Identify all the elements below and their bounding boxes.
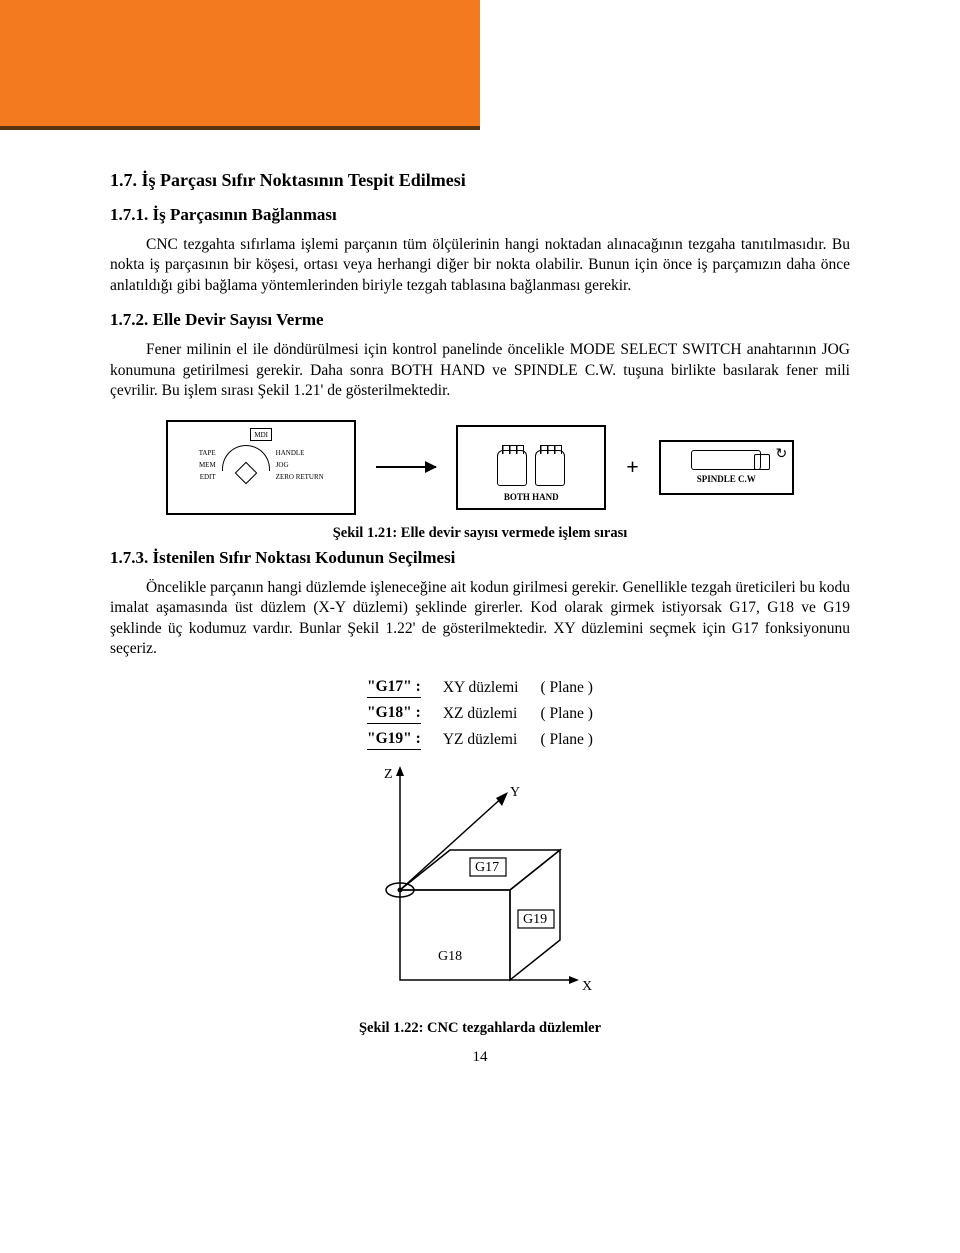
- hand-icon: [497, 450, 527, 486]
- label-zero: ZERO RETURN: [276, 473, 324, 481]
- para-1-7-2: Fener milinin el ile döndürülmesi için k…: [110, 340, 850, 401]
- table-row: "G18" : XZ düzlemi ( Plane ): [357, 702, 603, 726]
- cw-arrow-icon: ↻: [776, 446, 788, 463]
- para-1-7-3: Öncelikle parçanın hangi düzlemde işlene…: [110, 578, 850, 660]
- mdi-box: MDI: [250, 428, 272, 441]
- note-cell: ( Plane ): [530, 702, 603, 726]
- figure-1-22-caption: Şekil 1.22: CNC tezgahlarda düzlemler: [110, 1020, 850, 1037]
- label-jog: JOG: [276, 461, 289, 469]
- gcode-cell: "G18" :: [367, 704, 421, 724]
- heading-1-7-3: 1.7.3. İstenilen Sıfır Noktası Kodunun S…: [110, 548, 850, 568]
- both-hand-panel: BOTH HAND: [456, 425, 606, 510]
- g18-label: G18: [438, 949, 462, 964]
- heading-1-7-1: 1.7.1. İş Parçasının Bağlanması: [110, 205, 850, 225]
- spindle-panel: ↻ SPINDLE C.W: [659, 440, 794, 495]
- arrow-right-icon: [376, 466, 436, 468]
- label-handle: HANDLE: [276, 449, 305, 457]
- page-number: 14: [110, 1049, 850, 1066]
- g19-label: G19: [523, 912, 547, 927]
- axis-z-label: Z: [384, 767, 393, 782]
- mdi-label: MDI: [254, 431, 268, 439]
- cube-diagram-icon: Z Y G17 G19 G18 X: [350, 760, 610, 1010]
- plane-cell: XZ düzlemi: [433, 702, 529, 726]
- figure-1-21: MDI TAPE MEM EDIT HANDLE JOG ZERO RETURN: [110, 420, 850, 515]
- page-content: 1.7. İş Parçası Sıfır Noktasının Tespit …: [0, 130, 960, 1086]
- table-row: "G17" : XY düzlemi ( Plane ): [357, 676, 603, 700]
- spindle-icon: [691, 450, 761, 470]
- gcode-table: "G17" : XY düzlemi ( Plane ) "G18" : XZ …: [355, 674, 605, 754]
- label-tape: TAPE: [199, 449, 216, 457]
- label-edit: EDIT: [200, 473, 216, 481]
- label-mem: MEM: [199, 461, 216, 469]
- heading-1-7-2: 1.7.2. Elle Devir Sayısı Verme: [110, 310, 850, 330]
- plus-icon: +: [626, 454, 639, 480]
- note-cell: ( Plane ): [530, 728, 603, 752]
- header-band: [0, 0, 480, 130]
- figure-1-21-caption: Şekil 1.21: Elle devir sayısı vermede iş…: [110, 525, 850, 542]
- table-row: "G19" : YZ düzlemi ( Plane ): [357, 728, 603, 752]
- spindle-label: SPINDLE C.W: [697, 474, 756, 484]
- gcode-cell: "G17" :: [367, 678, 421, 698]
- axis-y-label: Y: [510, 785, 520, 800]
- plane-cell: YZ düzlemi: [433, 728, 529, 752]
- hand-icon: [535, 450, 565, 486]
- mode-select-panel: MDI TAPE MEM EDIT HANDLE JOG ZERO RETURN: [166, 420, 356, 515]
- axis-x-label: X: [582, 979, 592, 994]
- gcode-cell: "G19" :: [367, 730, 421, 750]
- plane-cell: XY düzlemi: [433, 676, 529, 700]
- para-1-7-1: CNC tezgahta sıfırlama işlemi parçanın t…: [110, 235, 850, 296]
- figure-1-22: Z Y G17 G19 G18 X: [110, 760, 850, 1010]
- heading-1-7: 1.7. İş Parçası Sıfır Noktasının Tespit …: [110, 170, 850, 191]
- note-cell: ( Plane ): [530, 676, 603, 700]
- g17-label: G17: [475, 860, 499, 875]
- both-hand-label: BOTH HAND: [504, 492, 559, 502]
